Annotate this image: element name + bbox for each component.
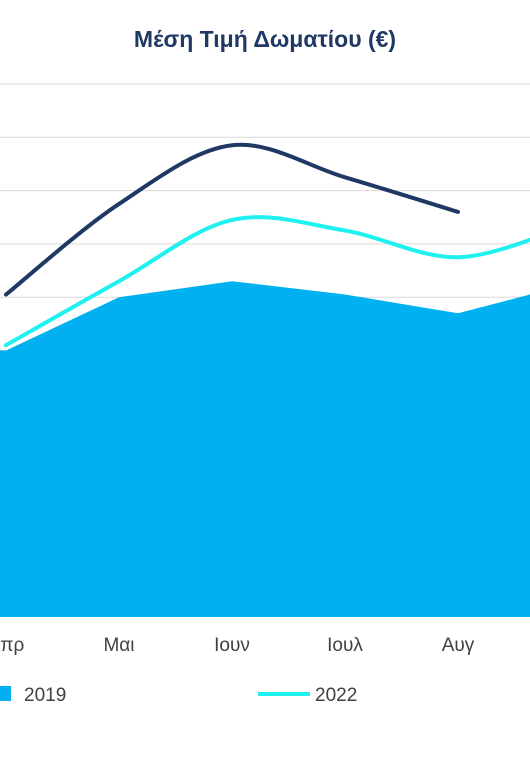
area-series-2019 — [0, 281, 530, 617]
legend-swatch-2019 — [0, 686, 11, 701]
x-tick-label: Αυγ — [442, 635, 475, 656]
x-tick-label: Ιουν — [214, 635, 250, 656]
line-series-2022 — [4, 215, 530, 348]
x-tick-label: Ιουλ — [327, 635, 363, 656]
legend: 2019 2022 — [0, 685, 357, 706]
line-series-layer — [4, 142, 530, 348]
x-tick-label: Μαι — [103, 635, 134, 656]
legend-label-2022: 2022 — [315, 685, 357, 706]
chart-title: Μέση Τιμή Δωματίου (€) — [133, 26, 397, 52]
x-axis-ticks: ΑπρΜαιΙουνΙουλΑυγΣεπ — [0, 635, 475, 656]
legend-label-2019: 2019 — [24, 685, 66, 706]
line-series-series-3 — [4, 142, 460, 297]
area-series-layer — [0, 281, 530, 617]
x-tick-label: Απρ — [0, 635, 24, 656]
